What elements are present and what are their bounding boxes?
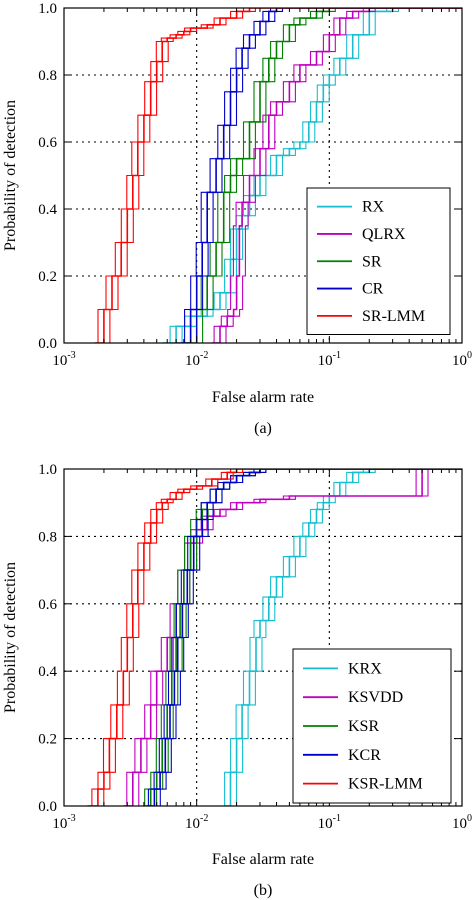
plot-frame [63,468,463,807]
legend-label: SR [362,253,382,270]
series-line-krx [229,469,462,806]
x-tick-exponent: 0 [467,350,472,361]
x-tick-exponent: -1 [333,813,341,824]
x-tick-base: 10 [52,816,67,832]
series-line-qlrx [211,8,462,343]
legend-label: CR [362,281,384,298]
series-line-qlrx [217,8,462,343]
y-tick-label: 0.0 [38,799,57,815]
x-tick-exponent: 0 [467,813,472,824]
legend: RX QLRX SR CR SR-LMM [306,187,451,335]
x-tick-label: 10-1 [318,350,341,369]
legend-label: KSVDD [348,689,403,706]
legend-label: KSR-LMM [348,776,423,793]
series-line-ksr-lmm [81,469,462,806]
y-tick-label: 0.8 [38,529,57,545]
y-tick-label: 0.2 [38,732,57,748]
y-axis-label: Probability of detection [2,562,19,713]
x-axis-label: False alarm rate [212,851,314,868]
y-tick-label: 0.6 [38,135,57,151]
x-tick-label: 10-1 [318,813,341,832]
x-tick-base: 10 [318,353,333,369]
series-line-cr [170,8,462,343]
x-tick-label: 100 [452,350,472,369]
x-tick-label: 10-3 [52,350,75,369]
x-tick-base: 10 [52,353,67,369]
legend: KRX KSVDD KSR KCR KSR-LMM [292,648,452,804]
x-axis-label: False alarm rate [212,389,314,406]
x-tick-base: 10 [318,816,333,832]
legend-label: RX [362,199,385,216]
y-tick-label: 0.6 [38,597,57,613]
panel-caption: (a) [254,420,272,437]
x-tick-label: 10-2 [185,350,208,369]
plot-frame [63,7,463,344]
x-tick-label: 100 [452,813,472,832]
series-line-sr [189,8,462,343]
series-line-krx [223,469,462,806]
y-tick-label: 1.0 [38,1,57,17]
x-tick-label: 10-3 [52,813,75,832]
x-tick-exponent: -2 [200,350,208,361]
legend-label: KSR [348,718,379,735]
panel-caption: (b) [254,882,273,899]
y-tick-label: 0.8 [38,68,57,84]
x-tick-exponent: -2 [200,813,208,824]
legend-label: KRX [348,660,382,677]
series-line-krx [217,469,462,806]
y-axis-label: Probability of detection [2,100,19,251]
y-tick-label: 0.2 [38,269,57,285]
legend-label: QLRX [362,226,406,243]
y-tick-label: 0.4 [38,664,57,680]
legend-label: SR-LMM [362,308,425,325]
x-tick-exponent: -3 [67,350,75,361]
x-tick-exponent: -1 [333,350,341,361]
x-tick-base: 10 [452,353,467,369]
series-line-sr-lmm [94,8,462,343]
y-tick-label: 0.4 [38,202,57,218]
x-tick-label: 10-2 [185,813,208,832]
series-group [88,8,462,343]
series-line-cr [176,8,462,343]
legend-label: KCR [348,747,381,764]
x-tick-base: 10 [185,816,200,832]
series-line-sr-lmm [100,8,462,343]
y-tick-label: 0.0 [38,336,57,352]
x-tick-exponent: -3 [67,813,75,824]
series-line-sr-lmm [88,8,462,343]
series-line-kcr [152,469,462,806]
series-group [81,469,462,806]
series-line-ksr-lmm [87,469,462,806]
series-line-rx [168,8,462,343]
series-line-qlrx [205,8,462,343]
y-tick-label: 1.0 [38,462,57,478]
x-tick-base: 10 [185,353,200,369]
x-tick-base: 10 [452,816,467,832]
series-line-ksr-lmm [93,469,462,806]
